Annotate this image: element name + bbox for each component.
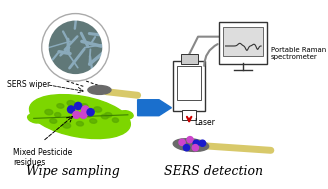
Circle shape: [68, 106, 74, 113]
Ellipse shape: [45, 109, 53, 115]
Ellipse shape: [88, 85, 111, 94]
FancyBboxPatch shape: [182, 110, 196, 120]
Circle shape: [179, 139, 185, 146]
FancyBboxPatch shape: [177, 66, 201, 100]
Ellipse shape: [76, 122, 83, 126]
Ellipse shape: [63, 123, 71, 128]
Ellipse shape: [101, 114, 108, 119]
Ellipse shape: [57, 104, 64, 108]
Circle shape: [187, 137, 193, 143]
Text: Mixed Pesticide
residues: Mixed Pesticide residues: [13, 148, 72, 167]
Ellipse shape: [113, 118, 118, 122]
Ellipse shape: [55, 113, 61, 117]
Circle shape: [193, 140, 199, 146]
Ellipse shape: [81, 104, 88, 108]
FancyBboxPatch shape: [181, 54, 197, 64]
Ellipse shape: [119, 111, 133, 119]
Circle shape: [42, 14, 109, 81]
Circle shape: [82, 106, 89, 113]
Circle shape: [183, 145, 190, 151]
Ellipse shape: [50, 119, 57, 123]
Circle shape: [74, 102, 82, 109]
FancyBboxPatch shape: [223, 27, 263, 56]
Circle shape: [80, 111, 87, 118]
Text: Wipe sampling: Wipe sampling: [26, 165, 120, 178]
Ellipse shape: [173, 139, 209, 151]
FancyBboxPatch shape: [173, 61, 205, 111]
Ellipse shape: [30, 95, 130, 139]
Ellipse shape: [90, 119, 97, 123]
FancyArrow shape: [138, 100, 172, 116]
Circle shape: [192, 145, 198, 151]
Text: SERS detection: SERS detection: [164, 165, 263, 178]
Ellipse shape: [94, 107, 102, 112]
Circle shape: [199, 140, 206, 146]
Ellipse shape: [67, 101, 75, 106]
Ellipse shape: [105, 113, 112, 117]
Circle shape: [87, 109, 94, 116]
FancyBboxPatch shape: [219, 22, 267, 64]
Text: SERS wiper: SERS wiper: [7, 80, 51, 89]
Ellipse shape: [28, 114, 43, 123]
Text: Laser: Laser: [195, 118, 215, 127]
Text: Portable Raman
spectrometer: Portable Raman spectrometer: [271, 47, 326, 60]
Circle shape: [73, 111, 80, 118]
Ellipse shape: [86, 113, 92, 117]
